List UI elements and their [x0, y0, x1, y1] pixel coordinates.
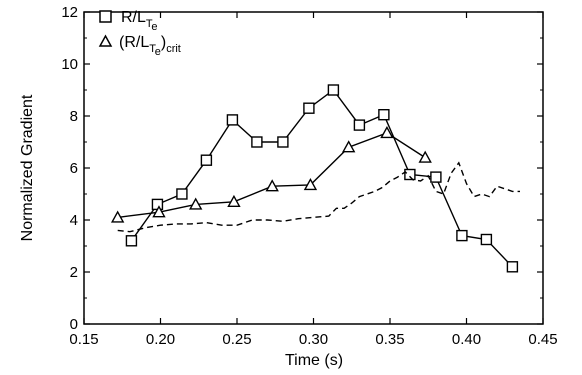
- series-2-line: [117, 132, 426, 219]
- series-1-point: [277, 136, 289, 148]
- legend-triangle-marker: [98, 34, 113, 47]
- y-tick-label-4: 8: [70, 108, 78, 125]
- series-1-point: [151, 198, 164, 211]
- x-tick-label-5: 0.40: [452, 331, 481, 348]
- legend-entry-2-sub2: e: [155, 46, 161, 58]
- y-axis-label: Normalized Gradient: [19, 94, 36, 241]
- series-2-point: [152, 205, 166, 218]
- axes: 0.15 0.20 0.25 0.30 0.35 0.40 0.45 0 2 4 6 8 10 12: [61, 4, 557, 348]
- series-2-point: [110, 210, 125, 223]
- series-1-point: [125, 235, 138, 247]
- series-3-line: [117, 161, 520, 233]
- series-1: [125, 84, 519, 273]
- series-2-point: [342, 140, 356, 153]
- legend-square-marker: [99, 10, 112, 23]
- legend-entry-1-sub1: T: [146, 18, 153, 30]
- x-tick-label-2: 0.25: [222, 331, 251, 348]
- x-tick-label-1: 0.20: [146, 331, 175, 348]
- series-2-point: [189, 197, 203, 210]
- legend-entry-1-main: R/L: [121, 9, 146, 26]
- series-1-point: [480, 233, 493, 246]
- series-2-point: [380, 125, 394, 139]
- series-1-point: [251, 136, 263, 148]
- legend: R/LTe (R/LTe)crit: [98, 9, 181, 58]
- series-2: [110, 125, 432, 223]
- x-tick-label-3: 0.30: [299, 331, 328, 348]
- series-1-point: [404, 168, 416, 181]
- series-3: [117, 161, 520, 233]
- y-tick-label-5: 10: [61, 56, 78, 73]
- series-1-point: [200, 154, 213, 166]
- series-1-point: [506, 261, 519, 273]
- series-2-point: [418, 150, 432, 163]
- series-1-point: [430, 171, 442, 183]
- plot-frame: [83, 11, 544, 325]
- legend-entry-1: R/LTe: [121, 9, 158, 33]
- series-1-line: [130, 89, 513, 268]
- legend-entry-2-tail-sub: crit: [166, 43, 181, 55]
- legend-entry-1-sub2: e: [151, 21, 157, 33]
- y-tick-label-0: 0: [70, 316, 78, 333]
- x-tick-label-4: 0.35: [375, 331, 404, 348]
- legend-entry-2-tail: ): [161, 34, 166, 51]
- y-tick-label-6: 12: [61, 4, 78, 21]
- series-1-point: [176, 188, 188, 200]
- x-tick-label-0: 0.15: [69, 331, 98, 348]
- series-1-point: [378, 108, 390, 121]
- y-tick-label-1: 2: [70, 264, 78, 281]
- x-axis-label: Time (s): [285, 352, 343, 369]
- series-layer: [110, 84, 520, 273]
- series-2-point: [227, 194, 241, 208]
- x-tick-label-6: 0.45: [528, 331, 557, 348]
- series-1-point: [327, 84, 340, 96]
- legend-entry-2-main: (R/L: [119, 34, 149, 51]
- series-2-point: [265, 179, 279, 192]
- y-tick-label-3: 6: [70, 160, 78, 177]
- legend-entry-2: (R/LTe)crit: [119, 34, 181, 58]
- series-1-point: [303, 102, 315, 114]
- series-1-point: [353, 119, 366, 131]
- series-1-point: [456, 229, 468, 242]
- series-2-point: [303, 177, 318, 191]
- legend-entry-2-sub1: T: [149, 43, 156, 55]
- series-1-point: [226, 114, 239, 126]
- y-tick-label-2: 4: [70, 212, 78, 229]
